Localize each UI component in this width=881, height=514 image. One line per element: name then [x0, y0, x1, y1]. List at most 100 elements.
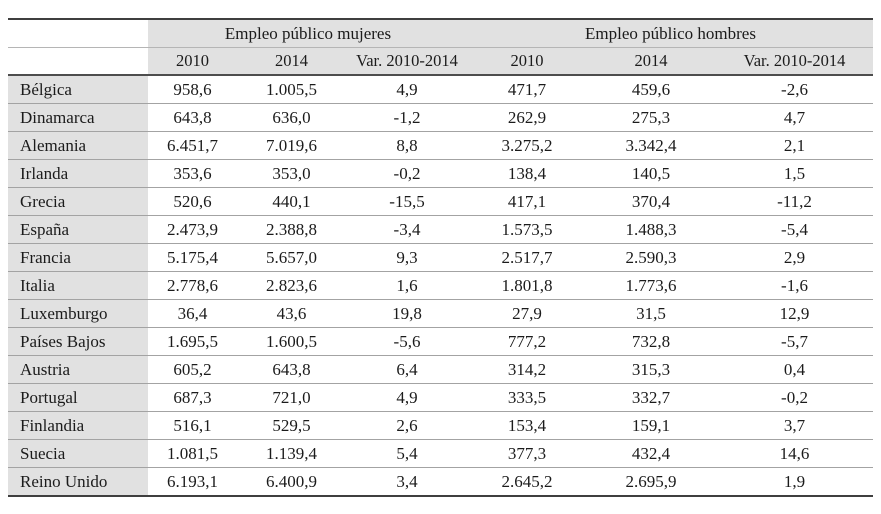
value-cell: 1.005,5	[237, 75, 346, 104]
value-cell: 440,1	[237, 187, 346, 216]
value-cell: 1,5	[716, 159, 873, 188]
value-cell: 31,5	[586, 299, 716, 328]
value-cell: 370,4	[586, 187, 716, 216]
table-row: Dinamarca 643,8 636,0 -1,2 262,9 275,3 4,7	[8, 103, 873, 132]
value-cell: 3,7	[716, 411, 873, 440]
group-header-mujeres: Empleo público mujeres	[148, 19, 468, 48]
value-cell: 262,9	[468, 103, 586, 132]
value-cell: 36,4	[148, 299, 237, 328]
group-header-hombres: Empleo público hombres	[468, 19, 873, 48]
value-cell: -0,2	[716, 383, 873, 412]
value-cell: 1.488,3	[586, 215, 716, 244]
column-header-var-mujeres: Var. 2010-2014	[346, 47, 468, 76]
value-cell: 153,4	[468, 411, 586, 440]
value-cell: 2.473,9	[148, 215, 237, 244]
table-row: Finlandia 516,1 529,5 2,6 153,4 159,1 3,7	[8, 411, 873, 440]
value-cell: 138,4	[468, 159, 586, 188]
value-cell: -5,4	[716, 215, 873, 244]
table-row: Portugal 687,3 721,0 4,9 333,5 332,7 -0,2	[8, 383, 873, 412]
table-row: Francia 5.175,4 5.657,0 9,3 2.517,7 2.590,3 2,…	[8, 243, 873, 272]
value-cell: 4,7	[716, 103, 873, 132]
value-cell: 1.081,5	[148, 439, 237, 468]
value-cell: -3,4	[346, 215, 468, 244]
value-cell: 2.517,7	[468, 243, 586, 272]
value-cell: 314,2	[468, 355, 586, 384]
table-row: Irlanda 353,6 353,0 -0,2 138,4 140,5 1,5	[8, 159, 873, 188]
country-cell: Bélgica	[8, 75, 148, 104]
value-cell: 5,4	[346, 439, 468, 468]
country-cell: Finlandia	[8, 411, 148, 440]
value-cell: 687,3	[148, 383, 237, 412]
value-cell: 529,5	[237, 411, 346, 440]
value-cell: 332,7	[586, 383, 716, 412]
value-cell: 643,8	[237, 355, 346, 384]
value-cell: 1.600,5	[237, 327, 346, 356]
country-cell: Reino Unido	[8, 467, 148, 496]
value-cell: 958,6	[148, 75, 237, 104]
value-cell: 4,9	[346, 75, 468, 104]
country-cell: Portugal	[8, 383, 148, 412]
group-header-row: Empleo público mujeres Empleo público ho…	[8, 19, 873, 48]
value-cell: 19,8	[346, 299, 468, 328]
value-cell: 2,9	[716, 243, 873, 272]
value-cell: 1.139,4	[237, 439, 346, 468]
value-cell: 2,6	[346, 411, 468, 440]
value-cell: 1.773,6	[586, 271, 716, 300]
value-cell: 12,9	[716, 299, 873, 328]
country-cell: Alemania	[8, 131, 148, 160]
value-cell: 2.645,2	[468, 467, 586, 496]
country-cell: Luxemburgo	[8, 299, 148, 328]
value-cell: -1,6	[716, 271, 873, 300]
value-cell: 333,5	[468, 383, 586, 412]
value-cell: 777,2	[468, 327, 586, 356]
table-body: Bélgica 958,6 1.005,5 4,9 471,7 459,6 -2,6 Dina…	[8, 75, 873, 496]
value-cell: -2,6	[716, 75, 873, 104]
value-cell: 140,5	[586, 159, 716, 188]
country-cell: Italia	[8, 271, 148, 300]
column-header-2014-mujeres: 2014	[237, 47, 346, 76]
country-cell: Grecia	[8, 187, 148, 216]
value-cell: 520,6	[148, 187, 237, 216]
country-cell: Francia	[8, 243, 148, 272]
value-cell: 14,6	[716, 439, 873, 468]
corner-cell	[8, 19, 148, 48]
country-cell: España	[8, 215, 148, 244]
value-cell: 353,6	[148, 159, 237, 188]
column-header-var-hombres: Var. 2010-2014	[716, 47, 873, 76]
country-cell: Austria	[8, 355, 148, 384]
value-cell: 2,1	[716, 131, 873, 160]
column-header-2010-hombres: 2010	[468, 47, 586, 76]
document-page: Empleo público mujeres Empleo público ho…	[0, 18, 881, 514]
value-cell: 471,7	[468, 75, 586, 104]
value-cell: 2.590,3	[586, 243, 716, 272]
value-cell: 6.193,1	[148, 467, 237, 496]
value-cell: -15,5	[346, 187, 468, 216]
value-cell: 353,0	[237, 159, 346, 188]
value-cell: 377,3	[468, 439, 586, 468]
table-row: Bélgica 958,6 1.005,5 4,9 471,7 459,6 -2,6	[8, 75, 873, 104]
value-cell: 721,0	[237, 383, 346, 412]
value-cell: 432,4	[586, 439, 716, 468]
value-cell: 159,1	[586, 411, 716, 440]
value-cell: 9,3	[346, 243, 468, 272]
value-cell: 5.657,0	[237, 243, 346, 272]
public-employment-table: Empleo público mujeres Empleo público ho…	[8, 18, 873, 497]
country-cell: Irlanda	[8, 159, 148, 188]
table-row: Reino Unido 6.193,1 6.400,9 3,4 2.645,2 2.695…	[8, 467, 873, 496]
column-header-2014-hombres: 2014	[586, 47, 716, 76]
value-cell: 516,1	[148, 411, 237, 440]
value-cell: 3.342,4	[586, 131, 716, 160]
value-cell: 275,3	[586, 103, 716, 132]
value-cell: -5,6	[346, 327, 468, 356]
column-header-row: 2010 2014 Var. 2010-2014 2010 2014 Var. …	[8, 47, 873, 76]
value-cell: 643,8	[148, 103, 237, 132]
value-cell: 2.778,6	[148, 271, 237, 300]
table-row: Luxemburgo 36,4 43,6 19,8 27,9 31,5 12,9	[8, 299, 873, 328]
value-cell: 1.573,5	[468, 215, 586, 244]
table-row: Italia 2.778,6 2.823,6 1,6 1.801,8 1.773,6 -1,…	[8, 271, 873, 300]
table-row: Grecia 520,6 440,1 -15,5 417,1 370,4 -11,2	[8, 187, 873, 216]
value-cell: 1,9	[716, 467, 873, 496]
value-cell: 7.019,6	[237, 131, 346, 160]
value-cell: 6.451,7	[148, 131, 237, 160]
value-cell: 732,8	[586, 327, 716, 356]
